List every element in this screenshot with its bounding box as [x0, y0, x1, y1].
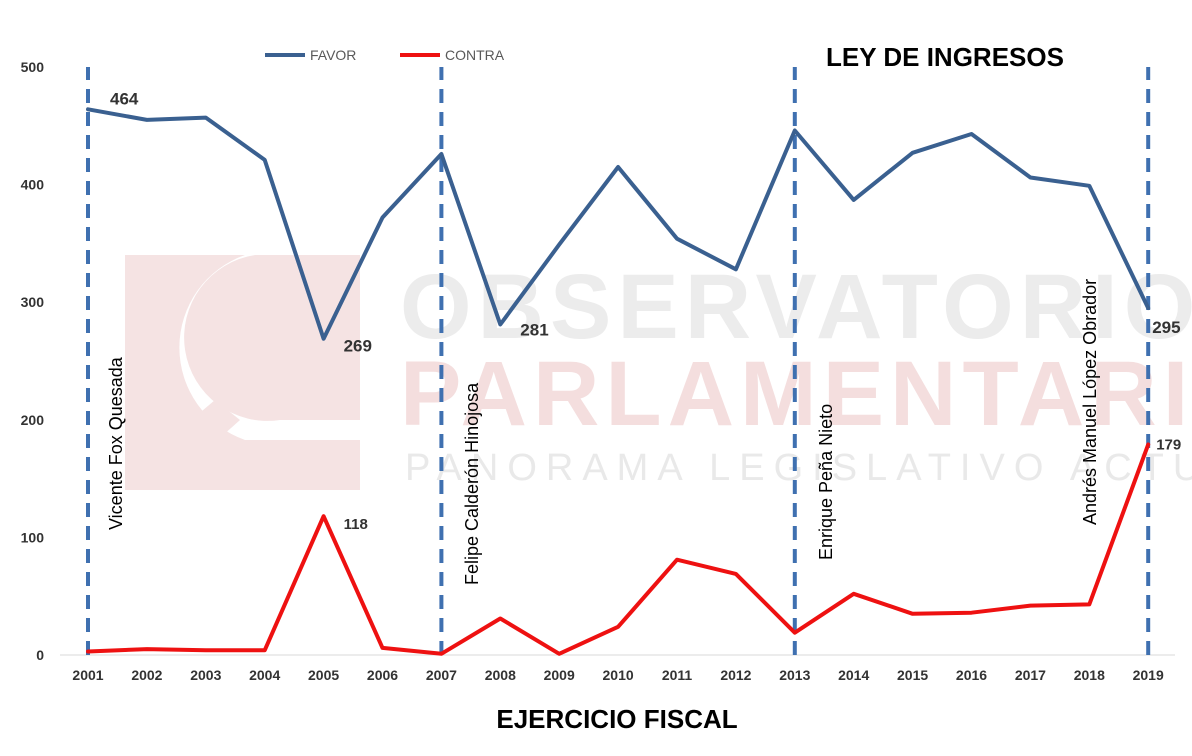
x-tick-label: 2003 — [190, 667, 221, 683]
data-label: 295 — [1152, 318, 1180, 337]
x-tick-label: 2002 — [131, 667, 162, 683]
series-line-favor — [86, 107, 1151, 341]
x-tick-label: 2014 — [838, 667, 869, 683]
x-tick-label: 2005 — [308, 667, 339, 683]
y-tick-label: 500 — [21, 59, 45, 75]
x-tick-label: 2011 — [662, 667, 693, 683]
x-tick-label: 2013 — [779, 667, 810, 683]
y-axis-ticks: 0 100 200 300 400 500 — [21, 59, 45, 663]
x-tick-label: 2018 — [1074, 667, 1105, 683]
x-tick-label: 2001 — [72, 667, 103, 683]
x-tick-label: 2019 — [1133, 667, 1164, 683]
data-label: 118 — [344, 516, 368, 533]
x-tick-label: 2009 — [544, 667, 575, 683]
x-tick-label: 2007 — [426, 667, 457, 683]
x-tick-label: 2012 — [720, 667, 751, 683]
data-label: 281 — [520, 321, 548, 340]
period-marker-label: Vicente Fox Quesada — [106, 356, 126, 530]
x-tick-label: 2004 — [249, 667, 280, 683]
period-marker-label: Felipe Calderón Hinojosa — [462, 382, 482, 585]
chart-title: LEY DE INGRESOS — [826, 42, 1064, 72]
x-tick-label: 2008 — [485, 667, 516, 683]
y-tick-label: 0 — [36, 647, 44, 663]
x-tick-label: 2015 — [897, 667, 928, 683]
period-marker-label: Enrique Peña Nieto — [816, 404, 836, 560]
watermark: OBSERVATORIO PARLAMENTARIO PANORAMA LEGI… — [125, 255, 1192, 490]
x-tick-label: 2017 — [1015, 667, 1046, 683]
legend: FAVOR CONTRA — [265, 47, 505, 63]
legend-label-favor: FAVOR — [310, 47, 356, 63]
period-markers: Vicente Fox Quesada Felipe Calderón Hinoj… — [86, 67, 1151, 655]
period-marker-label: Andrés Manuel López Obrador — [1080, 279, 1100, 525]
y-tick-label: 400 — [21, 177, 45, 193]
observatorio-logo-icon — [125, 255, 360, 490]
data-label: 179 — [1156, 436, 1181, 453]
legend-label-contra: CONTRA — [445, 47, 505, 63]
x-tick-label: 2006 — [367, 667, 398, 683]
y-tick-label: 100 — [21, 529, 45, 545]
y-tick-label: 300 — [21, 294, 45, 310]
x-axis-title: EJERCICIO FISCAL — [496, 704, 737, 734]
data-label: 269 — [344, 337, 372, 356]
watermark-line3: PANORAMA LEGISLATIVO ACTUAL — [405, 447, 1192, 489]
series-lines — [86, 107, 1151, 656]
data-labels: 464 269 281 295 118 179 — [110, 89, 1181, 533]
data-label: 464 — [110, 89, 139, 108]
y-tick-label: 200 — [21, 412, 45, 428]
series-line-contra — [86, 442, 1151, 656]
x-axis-ticks: 2001 2002 2003 2004 2005 2006 2007 2008 2009 2010… — [72, 667, 1164, 683]
x-tick-label: 2010 — [603, 667, 634, 683]
x-tick-label: 2016 — [956, 667, 987, 683]
